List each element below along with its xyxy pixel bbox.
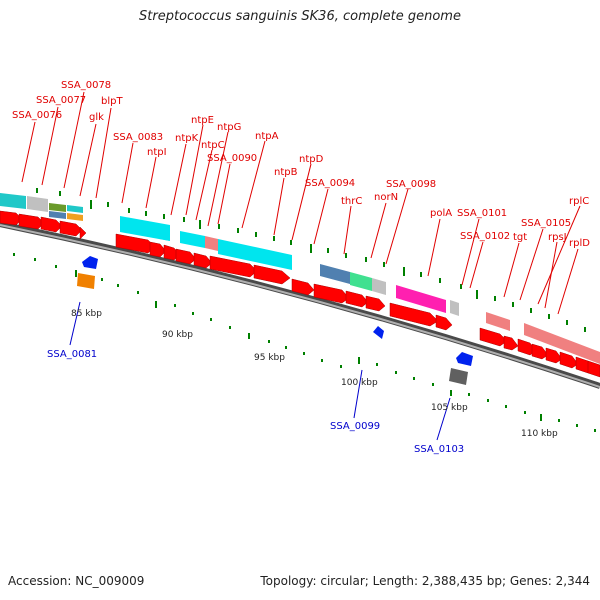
gene-label: rpsJ bbox=[548, 232, 567, 243]
reverse-gene-blocks bbox=[77, 256, 473, 385]
kbp-tick-label: 85 kbp bbox=[71, 309, 102, 319]
map-title: Streptococcus sanguinis SK36, complete g… bbox=[139, 9, 461, 24]
kbp-tick-label: 90 kbp bbox=[162, 330, 193, 340]
gene-label: SSA_0103 bbox=[414, 444, 464, 455]
forward-gene-labels: SSA_0078 SSA_0077 blpT SSA_0076 glk ntpE… bbox=[12, 80, 590, 249]
gene-label: norN bbox=[374, 192, 398, 203]
kbp-tick-labels: 85 kbp 90 kbp 95 kbp 100 kbp 105 kbp 110… bbox=[71, 309, 558, 439]
gene-label: thrC bbox=[341, 196, 362, 207]
kbp-tick-label: 105 kbp bbox=[431, 403, 468, 413]
gene-label: SSA_0102 bbox=[460, 231, 510, 242]
forward-gene-blocks-upper bbox=[0, 193, 600, 364]
gene-label: polA bbox=[430, 208, 452, 219]
gene-label: ntpI bbox=[147, 147, 167, 158]
gene-label: SSA_0105 bbox=[521, 218, 571, 229]
gene-label: SSA_0098 bbox=[386, 179, 436, 190]
accession-text: Accession: NC_009009 bbox=[8, 574, 145, 588]
gene-label: ntpK bbox=[175, 133, 199, 144]
gene-label: SSA_0083 bbox=[113, 132, 163, 143]
forward-tick-row bbox=[36, 188, 586, 332]
genome-backbone-highlight bbox=[0, 224, 600, 388]
gene-label: SSA_0077 bbox=[36, 95, 86, 106]
reverse-tick-row bbox=[13, 253, 596, 432]
topology-text: Topology: circular; Length: 2,388,435 bp… bbox=[260, 574, 590, 588]
gene-label: SSA_0101 bbox=[457, 208, 507, 219]
gene-label: ntpC bbox=[201, 140, 225, 151]
reverse-label-leaders bbox=[69, 301, 451, 441]
reverse-gene-labels: SSA_0081 SSA_0099 SSA_0103 bbox=[47, 349, 464, 455]
gene-label: glk bbox=[89, 112, 104, 123]
gene-label: SSA_0078 bbox=[61, 80, 111, 91]
gene-label: SSA_0090 bbox=[207, 153, 257, 164]
gene-label: ntpB bbox=[274, 167, 298, 178]
forward-label-leaders bbox=[21, 91, 581, 315]
gene-label: SSA_0081 bbox=[47, 349, 97, 360]
gene-label: blpT bbox=[101, 96, 123, 107]
gene-label: ntpG bbox=[217, 122, 241, 133]
kbp-tick-label: 95 kbp bbox=[254, 353, 285, 363]
gene-label: tgt bbox=[513, 232, 527, 243]
gene-label: SSA_0094 bbox=[305, 178, 355, 189]
gene-label: SSA_0076 bbox=[12, 110, 62, 121]
gene-label: SSA_0099 bbox=[330, 421, 380, 432]
gene-label: rplD bbox=[569, 238, 590, 249]
kbp-tick-label: 110 kbp bbox=[521, 429, 558, 439]
gene-label: ntpE bbox=[191, 115, 214, 126]
kbp-tick-label: 100 kbp bbox=[341, 378, 378, 388]
gene-label: ntpD bbox=[299, 154, 324, 165]
forward-cds-arrows bbox=[0, 210, 600, 378]
gene-label: rplC bbox=[569, 196, 589, 207]
gene-label: ntpA bbox=[255, 131, 279, 142]
genome-backbone bbox=[0, 221, 600, 389]
